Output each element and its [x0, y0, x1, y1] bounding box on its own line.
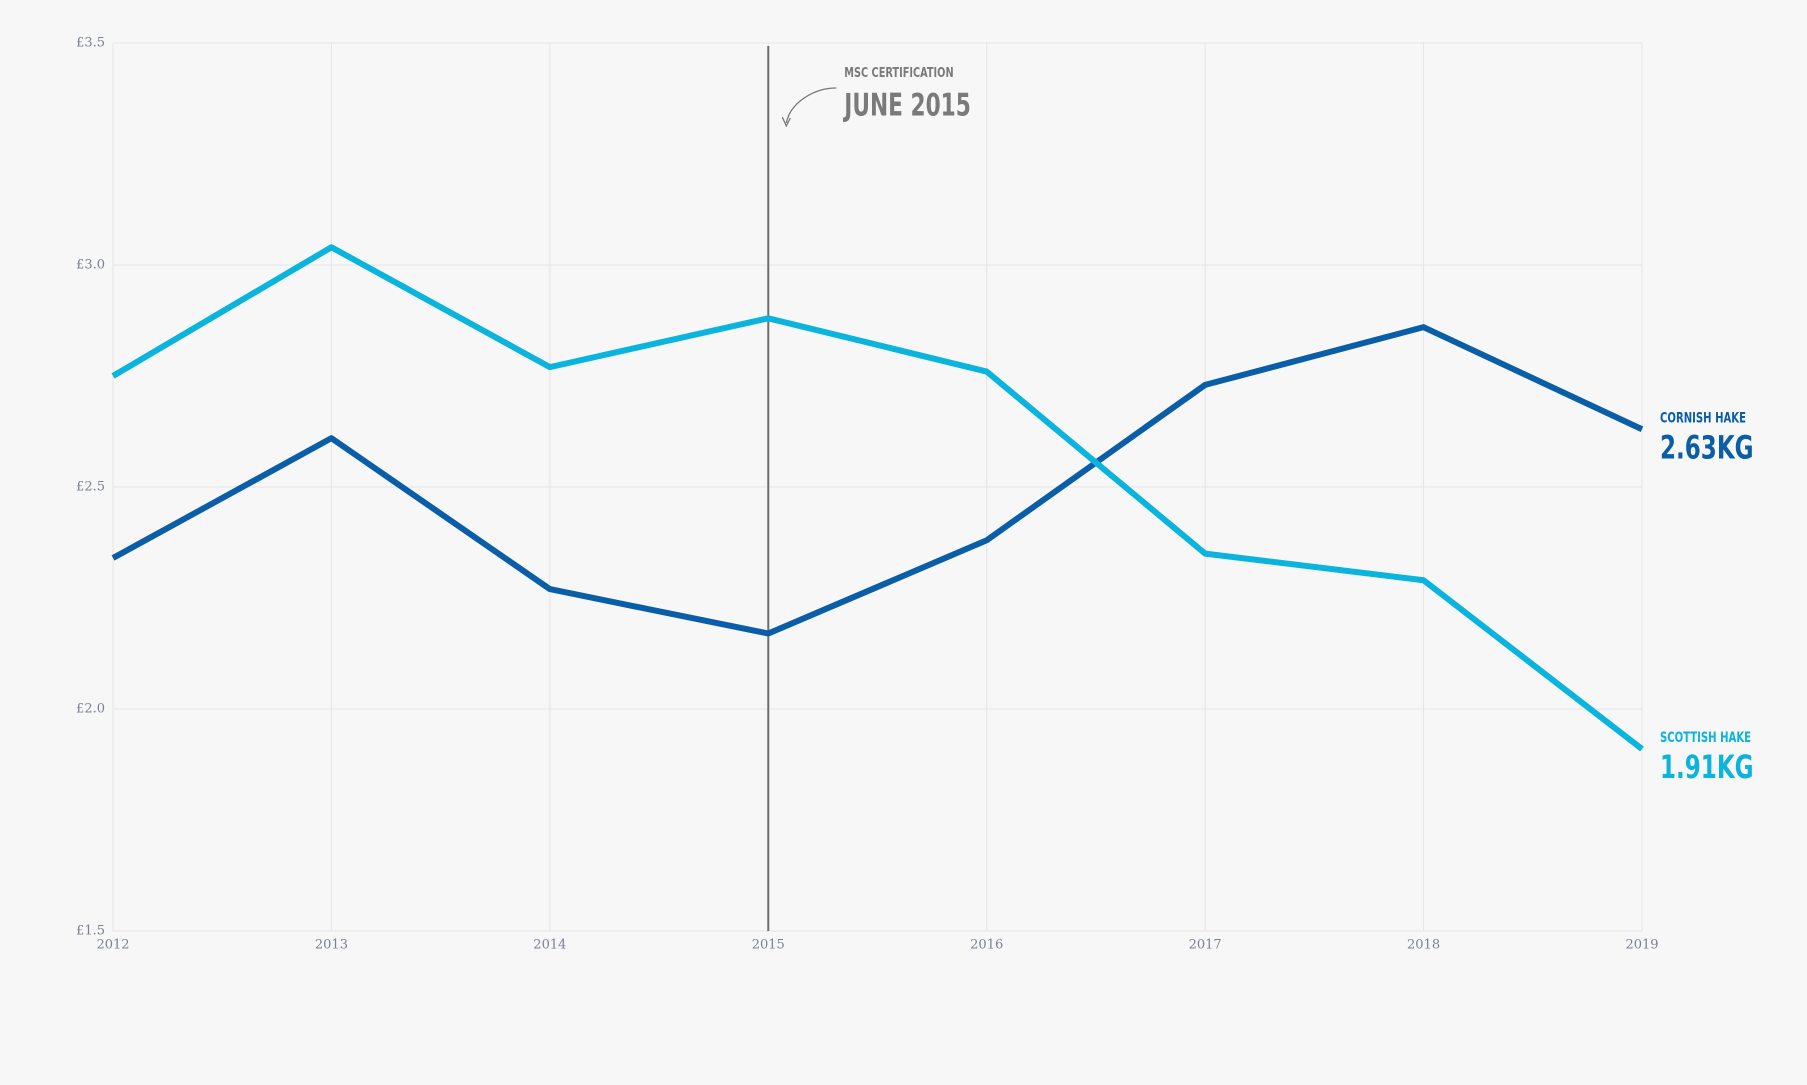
annotation-arrow	[785, 87, 837, 124]
legend-label: CORNISH HAKE	[1660, 410, 1746, 426]
y-tick-label: £3.0	[76, 258, 105, 273]
x-tick-label: 2015	[752, 938, 785, 953]
x-tick-label: 2019	[1625, 938, 1658, 953]
value-label: 2.63KG	[1660, 429, 1754, 467]
x-tick-label: 2017	[1189, 938, 1222, 953]
series-line	[111, 324, 1644, 637]
annotation-label: MSC CERTIFICATION	[844, 65, 953, 81]
value-label: 1.91KG	[1660, 748, 1754, 786]
x-tick-label: 2014	[533, 938, 566, 953]
x-tick-label: 2013	[315, 938, 348, 953]
y-tick-label: £2.0	[76, 702, 105, 717]
x-tick-label: 2016	[970, 938, 1003, 953]
y-tick-label: £3.5	[76, 36, 105, 51]
series-line	[111, 244, 1644, 752]
y-tick-label: £2.5	[76, 480, 105, 495]
x-tick-label: 2012	[96, 938, 129, 953]
legend-label: SCOTTISH HAKE	[1660, 729, 1751, 745]
x-tick-label: 2018	[1407, 938, 1440, 953]
annotation-arrowhead	[781, 116, 791, 128]
y-tick-label: £1.5	[76, 924, 105, 939]
annotation-text: JUNE 2015	[843, 88, 971, 124]
